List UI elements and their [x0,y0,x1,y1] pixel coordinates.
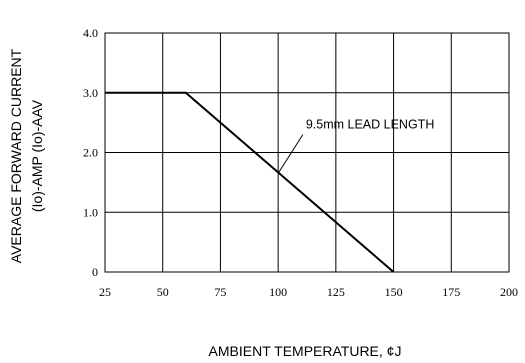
y-tick-label-4: 4.0 [83,26,98,40]
x-tick-label-6: 175 [442,285,460,299]
y-tick-label-2: 2.0 [83,146,98,160]
y-tick-label-0: 0 [92,265,98,279]
x-tick-label-7: 200 [500,285,518,299]
y-tick-label-1: 1.0 [83,205,98,219]
x-tick-label-4: 125 [327,285,345,299]
x-tick-label-0: 25 [99,285,111,299]
x-tick-label-2: 75 [214,285,226,299]
annotation-label-0: 9.5mm LEAD LENGTH [306,118,435,132]
series-layer [105,91,395,273]
y-axis-title-line1: AVERAGE FORWARD CURRENT [8,48,24,263]
series-line-0 [105,91,395,273]
y-axis-title-line2: (Io)-AMP (Io)-AAV [29,99,45,212]
grid [104,32,510,273]
y-tick-label-3: 3.0 [83,86,98,100]
x-tick-label-5: 150 [385,285,403,299]
x-tick-labels: 25 50 75 100 125 150 175 200 [99,285,518,299]
annotation-layer: 9.5mm LEAD LENGTH [277,118,435,174]
y-tick-labels: 0 1.0 2.0 3.0 4.0 [83,26,98,279]
x-tick-label-3: 100 [269,285,287,299]
x-axis-title: AMBIENT TEMPERATURE, ¢J [209,343,402,359]
x-tick-label-1: 50 [157,285,169,299]
annotation-leader-0 [277,134,304,174]
plot-frame [104,32,510,273]
